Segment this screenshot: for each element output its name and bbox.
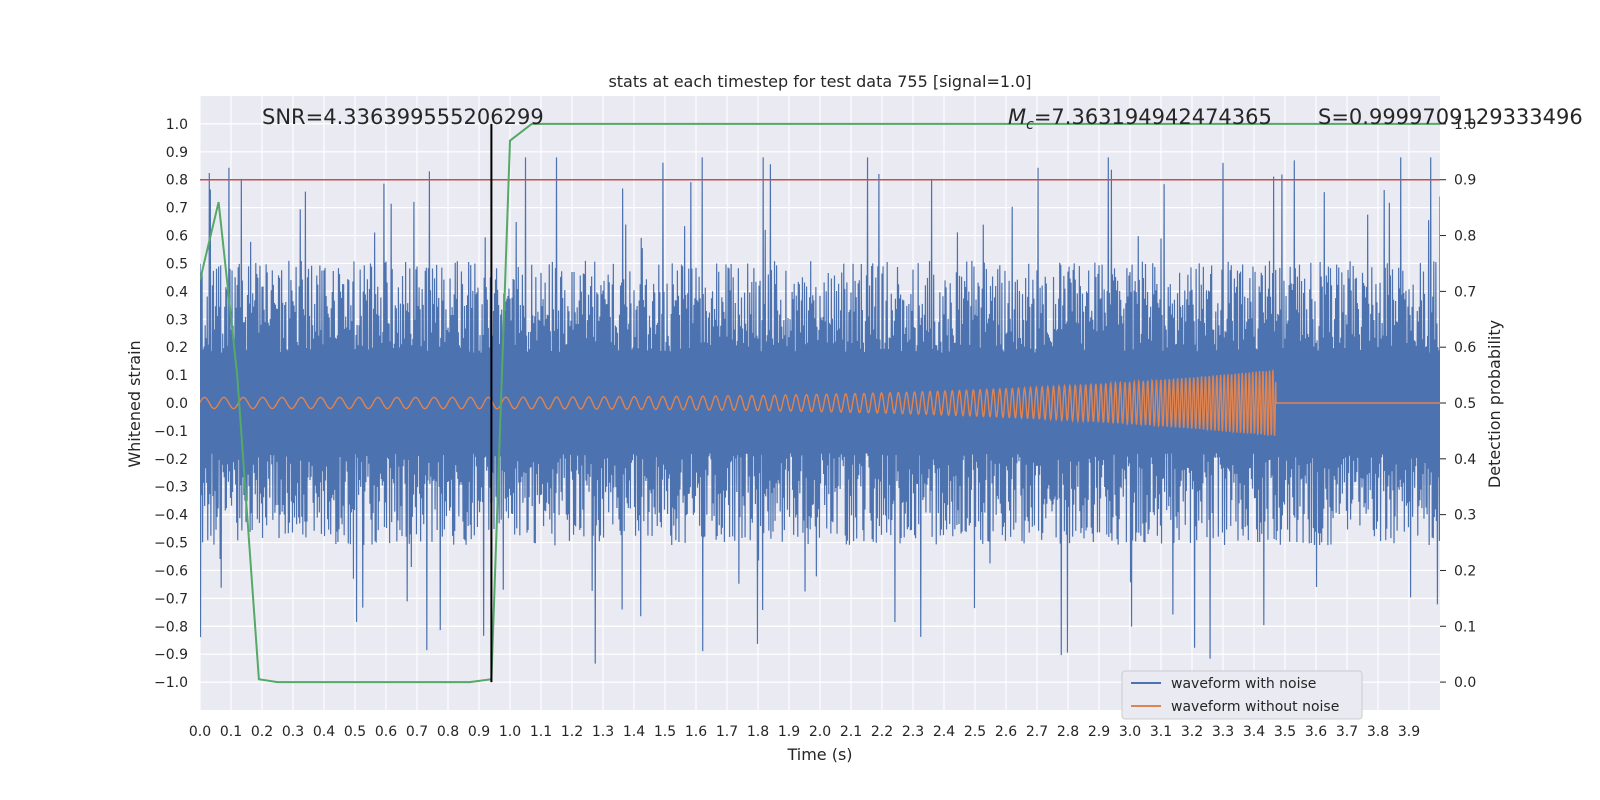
chart-title: stats at each timestep for test data 755… <box>608 72 1031 91</box>
x-tick-label: 3.3 <box>1212 724 1234 740</box>
x-tick-label: 0.6 <box>375 724 397 740</box>
y-right-tick-label: 0.5 <box>1454 396 1476 412</box>
y-tick-label: −0.6 <box>154 563 188 579</box>
y-right-tick-label: 0.0 <box>1454 675 1476 691</box>
y-axis-right-ticks: 0.0 0.1 0.2 0.3 0.4 0.5 0.6 0.7 0.8 0.9 1.0 <box>1440 117 1476 691</box>
x-tick-label: 1.9 <box>778 724 800 740</box>
y-tick-label: 0.8 <box>166 173 188 189</box>
x-tick-label: 2.2 <box>871 724 893 740</box>
y-tick-label: −0.4 <box>154 508 188 524</box>
x-tick-label: 3.4 <box>1243 724 1265 740</box>
x-tick-label: 1.7 <box>716 724 738 740</box>
y-tick-label: 0.4 <box>166 284 188 300</box>
y-tick-label: −0.2 <box>154 452 188 468</box>
y-tick-label: 0.5 <box>166 256 188 272</box>
x-tick-label: 0.3 <box>282 724 304 740</box>
s-annotation: S=0.9999709129333496 <box>1318 105 1583 129</box>
x-tick-label: 1.3 <box>592 724 614 740</box>
x-tick-label: 0.1 <box>220 724 242 740</box>
plot-area <box>200 122 1440 684</box>
x-tick-label: 0.0 <box>189 724 211 740</box>
x-tick-label: 2.0 <box>809 724 831 740</box>
y-right-tick-label: 0.2 <box>1454 563 1476 579</box>
x-tick-label: 2.7 <box>1026 724 1048 740</box>
x-tick-label: 1.1 <box>530 724 552 740</box>
y-tick-label: 0.3 <box>166 312 188 328</box>
x-tick-label: 0.8 <box>437 724 459 740</box>
x-tick-label: 2.4 <box>933 724 955 740</box>
legend-box <box>1121 670 1363 720</box>
x-tick-label: 3.5 <box>1274 724 1296 740</box>
y-tick-label: −0.5 <box>154 536 188 552</box>
x-tick-label: 1.6 <box>685 724 707 740</box>
x-tick-label: 0.5 <box>344 724 366 740</box>
y-tick-label: −0.3 <box>154 480 188 496</box>
y-right-tick-label: 0.3 <box>1454 508 1476 524</box>
legend-label-with-noise: waveform with noise <box>1171 676 1316 692</box>
x-tick-label: 2.6 <box>995 724 1017 740</box>
y-tick-label: −0.7 <box>154 591 188 607</box>
x-tick-label: 3.2 <box>1181 724 1203 740</box>
y-tick-label: −0.9 <box>154 647 188 663</box>
x-tick-label: 3.6 <box>1305 724 1327 740</box>
y-right-tick-label: 0.8 <box>1454 229 1476 245</box>
y-tick-label: 0.7 <box>166 201 188 217</box>
y-tick-label: −0.1 <box>154 424 188 440</box>
series-waveform-with-noise <box>200 157 1440 664</box>
x-tick-label: 1.4 <box>623 724 645 740</box>
y-tick-label: 0.0 <box>166 396 188 412</box>
y-axis-right-label: Detection probability <box>1485 320 1504 488</box>
snr-annotation: SNR=4.336399555206299 <box>262 105 544 129</box>
y-axis-ticks: −1.0 −0.9 −0.8 −0.7 −0.6 −0.5 −0.4 −0.3 −0.2 −0.1… <box>154 117 188 691</box>
y-right-tick-label: 1.0 <box>1454 117 1476 133</box>
y-tick-label: 0.1 <box>166 368 188 384</box>
chirp-mass-annotation: Mc=7.363194942474365 <box>1008 105 1272 133</box>
x-tick-label: 3.9 <box>1398 724 1420 740</box>
x-tick-label: 2.9 <box>1088 724 1110 740</box>
x-tick-label: 1.8 <box>747 724 769 740</box>
x-tick-label: 1.0 <box>499 724 521 740</box>
x-tick-label: 0.9 <box>468 724 490 740</box>
series-detection-probability <box>200 122 1440 684</box>
x-tick-label: 2.1 <box>840 724 862 740</box>
x-tick-label: 3.7 <box>1336 724 1358 740</box>
y-tick-label: −0.8 <box>154 619 188 635</box>
x-axis-label: Time (s) <box>786 745 852 764</box>
y-axis-label: Whitened strain <box>125 340 144 467</box>
x-tick-label: 3.0 <box>1119 724 1141 740</box>
series-waveform-without-noise <box>200 369 1440 437</box>
y-tick-label: −1.0 <box>154 675 188 691</box>
legend: waveform with noise waveform without noi… <box>1121 670 1363 720</box>
y-tick-label: 1.0 <box>166 117 188 133</box>
x-tick-label: 2.3 <box>902 724 924 740</box>
x-tick-label: 0.2 <box>251 724 273 740</box>
x-tick-label: 2.8 <box>1057 724 1079 740</box>
x-tick-label: 0.4 <box>313 724 335 740</box>
x-tick-label: 1.2 <box>561 724 583 740</box>
y-tick-label: 0.2 <box>166 340 188 356</box>
y-tick-label: 0.6 <box>166 229 188 245</box>
x-tick-label: 2.5 <box>964 724 986 740</box>
y-right-tick-label: 0.9 <box>1454 173 1476 189</box>
x-axis-ticks: 0.0 0.1 0.2 0.3 0.4 0.5 0.6 0.7 0.8 0.9 1.0 1.1 1.2 1… <box>189 724 1420 740</box>
y-right-tick-label: 0.7 <box>1454 284 1476 300</box>
y-right-tick-label: 0.6 <box>1454 340 1476 356</box>
legend-label-without-noise: waveform without noise <box>1171 699 1339 715</box>
x-tick-label: 1.5 <box>654 724 676 740</box>
y-tick-label: 0.9 <box>166 145 188 161</box>
y-right-tick-label: 0.1 <box>1454 619 1476 635</box>
x-tick-label: 3.1 <box>1150 724 1172 740</box>
x-tick-label: 0.7 <box>406 724 428 740</box>
y-right-tick-label: 0.4 <box>1454 452 1476 468</box>
x-tick-label: 3.8 <box>1367 724 1389 740</box>
